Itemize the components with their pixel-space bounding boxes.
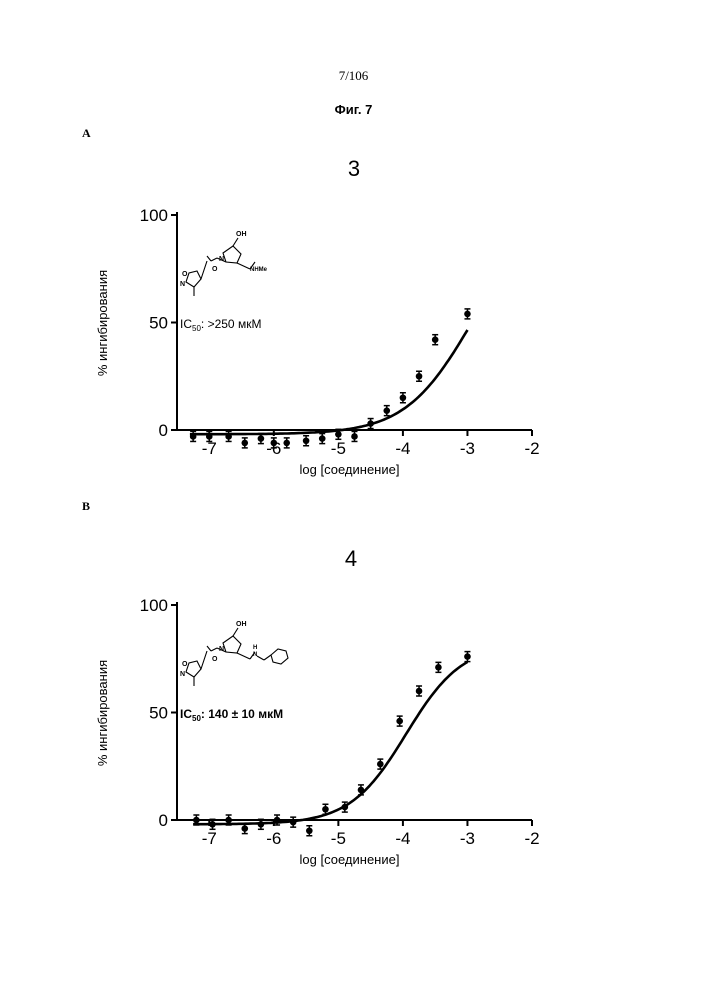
data-point — [367, 419, 374, 429]
structure-amide-n: N — [253, 652, 257, 658]
structure-o: O — [212, 656, 218, 663]
data-point — [319, 434, 326, 444]
fit-curve — [190, 330, 468, 434]
structure-n: N — [219, 646, 224, 653]
data-point — [416, 686, 423, 696]
x-tick-label: -5 — [331, 439, 346, 458]
x-tick-label: -2 — [524, 829, 539, 848]
chemical-structure — [186, 238, 255, 296]
x-tick-label: -6 — [266, 829, 281, 848]
data-point — [400, 393, 407, 403]
data-point — [464, 309, 471, 319]
chart-panel-a: 3 050100-7-6-5-4-3-2log [соединение]% ин… — [0, 150, 707, 490]
y-tick-label: 0 — [159, 811, 168, 830]
x-tick-label: -3 — [460, 829, 475, 848]
y-tick-label: 100 — [140, 206, 168, 225]
structure-oh: OH — [236, 231, 247, 238]
structure-amide: NHMe — [250, 267, 268, 273]
y-tick-label: 0 — [159, 421, 168, 440]
data-point — [377, 759, 384, 769]
data-point — [283, 438, 290, 448]
figure-title: Фиг. 7 — [0, 102, 707, 117]
y-tick-label: 50 — [149, 704, 168, 723]
chart-title: 3 — [348, 156, 360, 181]
y-tick-label: 100 — [140, 596, 168, 615]
chart-title: 4 — [345, 546, 357, 571]
data-point — [432, 335, 439, 345]
data-point — [351, 431, 358, 441]
x-axis-label: log [соединение] — [300, 462, 400, 477]
x-tick-label: -5 — [331, 829, 346, 848]
structure-isoxazole-n: N — [180, 281, 185, 288]
data-point — [241, 438, 248, 448]
data-point — [306, 826, 313, 836]
chemical-structure — [186, 628, 288, 686]
structure-isoxazole-n: N — [180, 671, 185, 678]
x-tick-label: -3 — [460, 439, 475, 458]
x-tick-label: -4 — [395, 439, 410, 458]
page-number: 7/106 — [0, 68, 707, 84]
data-point — [416, 371, 423, 381]
chart-panel-b: 4 0 50 100 -7 -6 -5 -4 -3 -2 log [соединение] % ин… — [0, 540, 707, 880]
y-axis-label: % ингибирования — [95, 270, 110, 376]
data-point — [303, 436, 310, 446]
data-point — [383, 406, 390, 416]
structure-n: N — [219, 256, 224, 263]
data-point — [435, 662, 442, 672]
y-tick-label: 50 — [149, 314, 168, 333]
y-axis-label: % ингибирования — [95, 660, 110, 766]
structure-oh: OH — [236, 621, 247, 628]
structure-amide-h: H — [253, 645, 257, 651]
data-point — [464, 652, 471, 662]
x-axis-label: log [соединение] — [300, 852, 400, 867]
data-point — [290, 817, 297, 827]
x-tick-label: -2 — [524, 439, 539, 458]
structure-isoxazole-o: O — [182, 661, 188, 668]
panel-letter-a: A — [82, 126, 91, 141]
structure-o: O — [212, 266, 218, 273]
structure-isoxazole-o: O — [182, 271, 188, 278]
x-tick-label: -7 — [202, 829, 217, 848]
fit-curve — [193, 662, 467, 824]
data-point — [396, 716, 403, 726]
ic50-label: IC50: 140 ± 10 мкМ — [180, 707, 283, 723]
ic50-label: IC50: >250 мкМ — [180, 317, 261, 333]
x-tick-label: -4 — [395, 829, 410, 848]
panel-letter-b: B — [82, 499, 90, 514]
